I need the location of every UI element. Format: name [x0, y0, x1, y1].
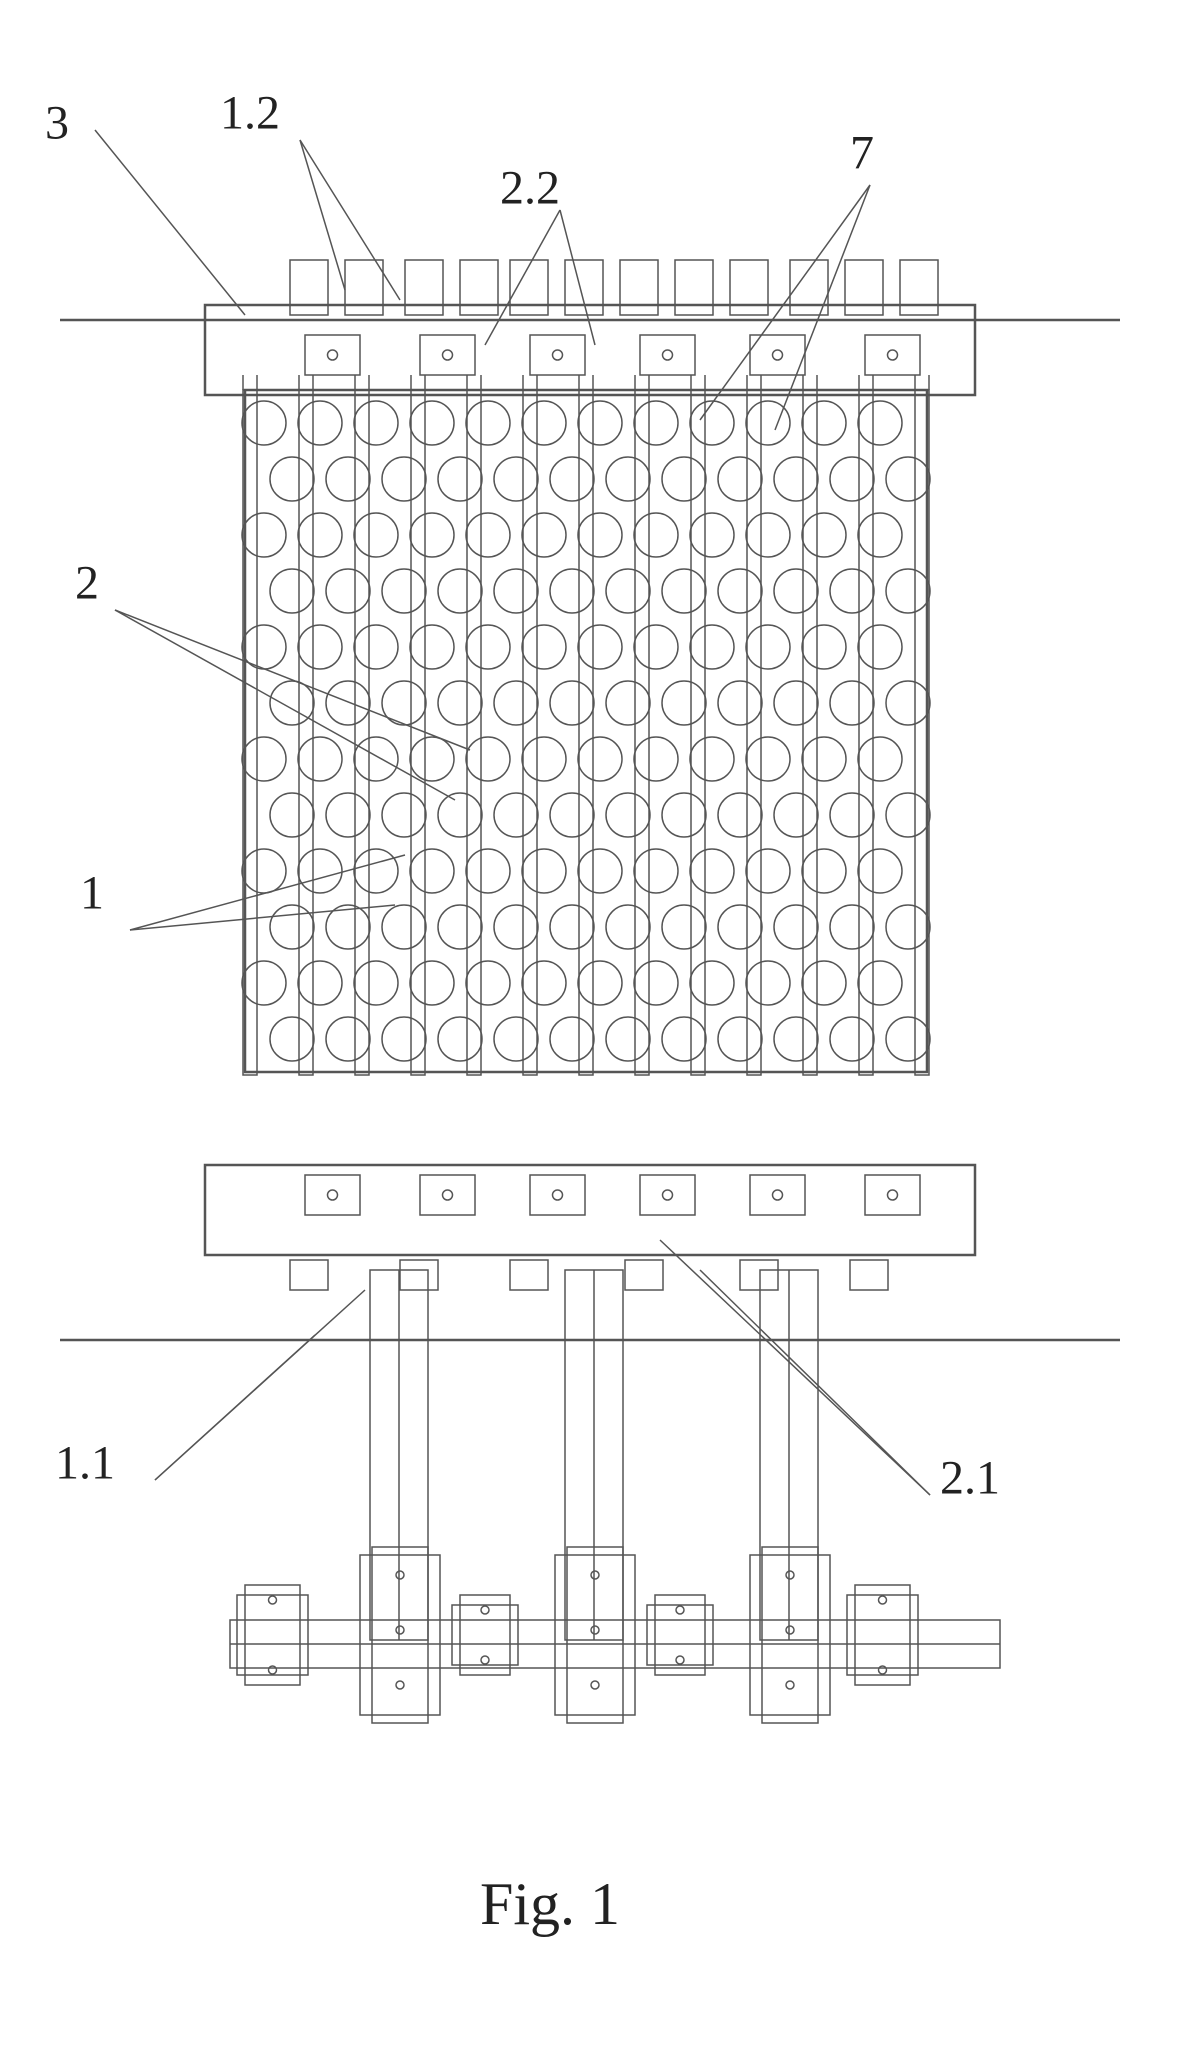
diagram-svg: 3 1.2 2.2 7 2 1 1.1 2.1	[0, 0, 1178, 2061]
ref-label-2: 2	[75, 556, 99, 609]
ref-label-1: 1	[80, 866, 104, 919]
figure-page: 3 1.2 2.2 7 2 1 1.1 2.1 Fig. 1	[0, 0, 1178, 2061]
ref-label-7: 7	[850, 126, 874, 179]
ref-label-1.1: 1.1	[55, 1436, 115, 1489]
ref-label-2.1: 2.1	[940, 1451, 1000, 1504]
ref-label-2.2: 2.2	[500, 161, 560, 214]
ref-label-3: 3	[45, 96, 69, 149]
figure-caption: Fig. 1	[480, 1870, 620, 1939]
ref-label-1.2: 1.2	[220, 86, 280, 139]
